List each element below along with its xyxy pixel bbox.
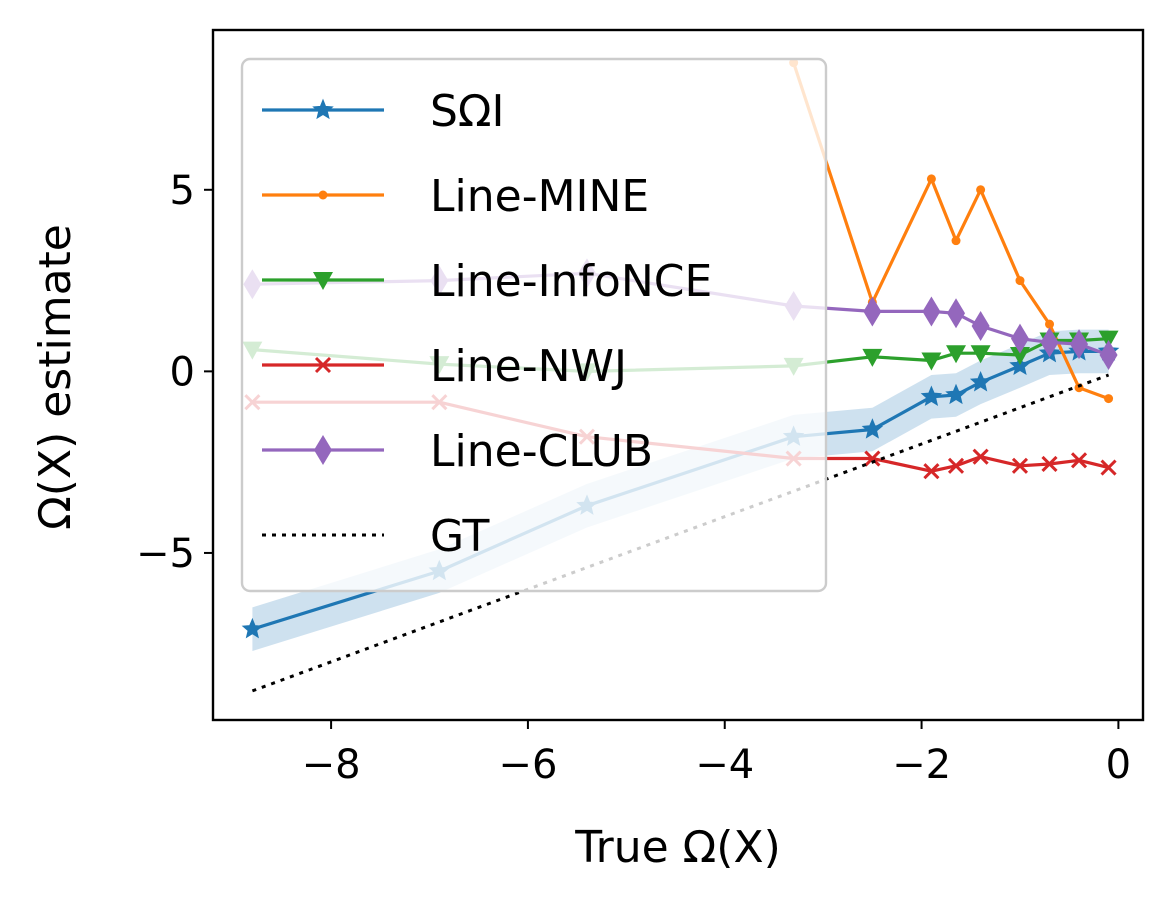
legend-swatch-marker	[313, 272, 333, 290]
line-nwj-point-stroke	[972, 448, 989, 465]
line-club-point	[922, 296, 941, 327]
x-axis-label: True Ω(X)	[574, 822, 781, 873]
y-tick-label: 5	[170, 168, 195, 214]
line-nwj-point	[1011, 457, 1029, 474]
legend-entry-line-infonce: Line-InfoNCE	[262, 256, 712, 307]
legend-box	[240, 57, 828, 593]
line-club-point	[1010, 323, 1029, 354]
line-nwj-point	[972, 448, 989, 465]
s-i-point	[920, 385, 943, 406]
legend-swatch-marker	[312, 98, 334, 120]
legend-swatch-marker	[314, 435, 332, 465]
y-axis-label: Ω(X) estimate	[30, 224, 81, 530]
s-i-point	[969, 371, 992, 392]
line-nwj-point-stroke	[1041, 455, 1058, 473]
line-nwj-point-stroke	[947, 457, 965, 474]
line-infonce-point	[970, 345, 991, 364]
x-tick-label: −2	[892, 742, 951, 788]
line-mine-point	[1104, 394, 1114, 404]
legend-label: Line-NWJ	[430, 341, 627, 392]
line-nwj-point	[947, 457, 965, 474]
x-axis: −8 −6 −4 −2 0	[302, 720, 1131, 788]
line-mine-point	[926, 174, 936, 184]
series-gt	[251, 373, 1110, 693]
legend-label: SΩI	[430, 86, 505, 137]
legend-swatch-marker-stroke	[314, 356, 332, 374]
line-mine-point	[1015, 276, 1025, 286]
legend-entry-s-i: SΩI	[262, 86, 505, 137]
line-mine-point	[1045, 319, 1055, 329]
legend: SΩI Line-MINE Line-InfoNCE Line-NWJ Line-CLU…	[240, 57, 828, 593]
line-club-point	[1040, 327, 1059, 358]
y-tick-label: −5	[136, 531, 195, 577]
line-nwj-point	[1100, 459, 1117, 476]
y-axis: −5 0 5	[136, 168, 213, 577]
x-tick-label: −8	[302, 742, 361, 788]
s-i-point	[945, 383, 967, 405]
x-tick-label: −6	[498, 742, 557, 788]
gt-line	[251, 373, 1110, 693]
legend-entry-line-mine: Line-MINE	[262, 171, 649, 222]
line-nwj-point-stroke	[1100, 459, 1117, 476]
line-infonce-point	[1009, 347, 1030, 366]
line-club-point	[1099, 340, 1118, 371]
line-mine-point	[951, 236, 961, 246]
line-infonce-point	[946, 345, 967, 364]
x-tick-label: 0	[1106, 742, 1131, 788]
line-club-point	[971, 310, 990, 341]
legend-label: Line-CLUB	[430, 426, 653, 477]
line-nwj-point-stroke	[923, 463, 940, 480]
legend-label: Line-InfoNCE	[430, 256, 712, 307]
s-i-point	[241, 617, 264, 639]
legend-entry-gt: GT	[262, 511, 490, 562]
line-club-point	[863, 296, 882, 327]
line-infonce-point	[921, 352, 942, 371]
line-club-point	[947, 298, 966, 329]
s-i-point	[861, 418, 884, 439]
line-nwj-point	[864, 450, 881, 467]
y-tick-label: 0	[170, 349, 195, 395]
legend-entry-line-club: Line-CLUB	[262, 426, 653, 477]
line-nwj-point	[1041, 455, 1058, 473]
legend-swatch-marker	[318, 190, 328, 200]
line-nwj-point	[923, 463, 940, 480]
legend-entry-line-nwj: Line-NWJ	[262, 341, 627, 392]
line-nwj-point-stroke	[1011, 457, 1029, 474]
line-mine-point	[976, 185, 986, 195]
legend-swatch-marker	[314, 356, 332, 374]
legend-label: GT	[430, 511, 490, 562]
line-infonce-point	[1098, 330, 1119, 349]
plot-frame	[211, 28, 1145, 722]
line-nwj-point-stroke	[1070, 452, 1088, 469]
line-nwj-point-stroke	[864, 450, 881, 467]
line-infonce-point	[862, 348, 883, 367]
line-club-point	[1070, 329, 1089, 360]
x-tick-label: −4	[695, 742, 754, 788]
line-nwj-point	[1070, 452, 1088, 469]
legend-label: Line-MINE	[430, 171, 649, 222]
